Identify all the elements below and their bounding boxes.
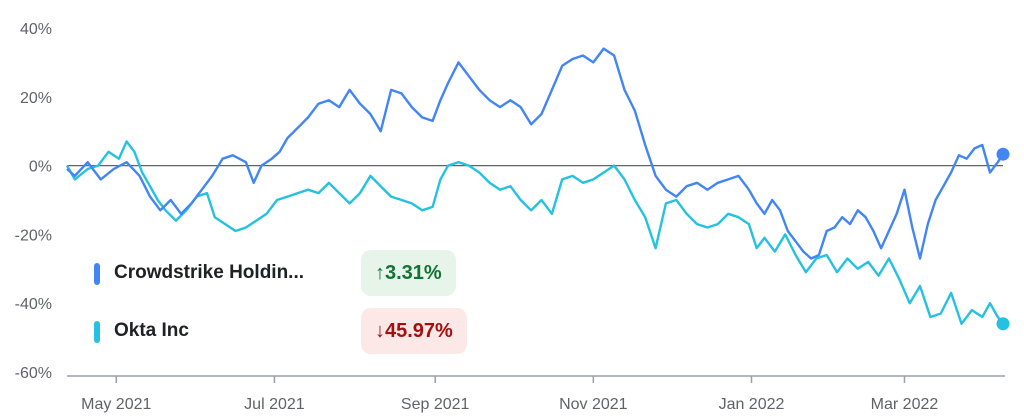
legend-label: Crowdstrike Holdin...: [114, 262, 305, 283]
series-end-marker-0: [996, 147, 1010, 161]
legend-item-crowdstrike[interactable]: Crowdstrike Holdin... ↑3.31%: [88, 250, 488, 296]
series-end-marker-1: [996, 317, 1010, 331]
change-badge-down: ↓45.97%: [361, 308, 467, 354]
legend-label: Okta Inc: [114, 320, 189, 341]
x-tick-label: Jul 2021: [244, 396, 305, 413]
x-axis-ticks: May 2021 Jul 2021 Sep 2021 Nov 2021 Jan 2022…: [81, 376, 938, 413]
series-line-1: [65, 140, 1004, 325]
series-color-swatch: [94, 321, 100, 343]
x-tick-label: Mar 2022: [871, 396, 939, 413]
legend: Crowdstrike Holdin... ↑3.31% Okta Inc ↓4…: [88, 250, 488, 366]
y-axis-ticks: 40% 20% 0% -20% -40% -60%: [15, 21, 52, 382]
y-tick-label: -40%: [15, 296, 52, 313]
series-color-swatch: [94, 263, 100, 285]
series-line-0: [66, 47, 1005, 260]
x-tick-label: May 2021: [81, 396, 151, 413]
series-layer: [65, 47, 1010, 331]
legend-item-okta[interactable]: Okta Inc ↓45.97%: [88, 308, 488, 354]
y-tick-label: 0%: [29, 159, 52, 176]
x-tick-label: Sep 2021: [401, 396, 470, 413]
x-tick-label: Jan 2022: [719, 396, 785, 413]
arrow-down-icon: ↓: [375, 320, 385, 342]
y-tick-label: 20%: [20, 90, 52, 107]
y-tick-label: -20%: [15, 227, 52, 244]
y-tick-label: -60%: [15, 365, 52, 382]
y-tick-label: 40%: [20, 21, 52, 38]
x-tick-label: Nov 2021: [559, 396, 628, 413]
change-value: 45.97%: [385, 320, 453, 342]
change-value: 3.31%: [385, 262, 442, 284]
arrow-up-icon: ↑: [375, 262, 385, 284]
change-badge-up: ↑3.31%: [361, 250, 456, 296]
